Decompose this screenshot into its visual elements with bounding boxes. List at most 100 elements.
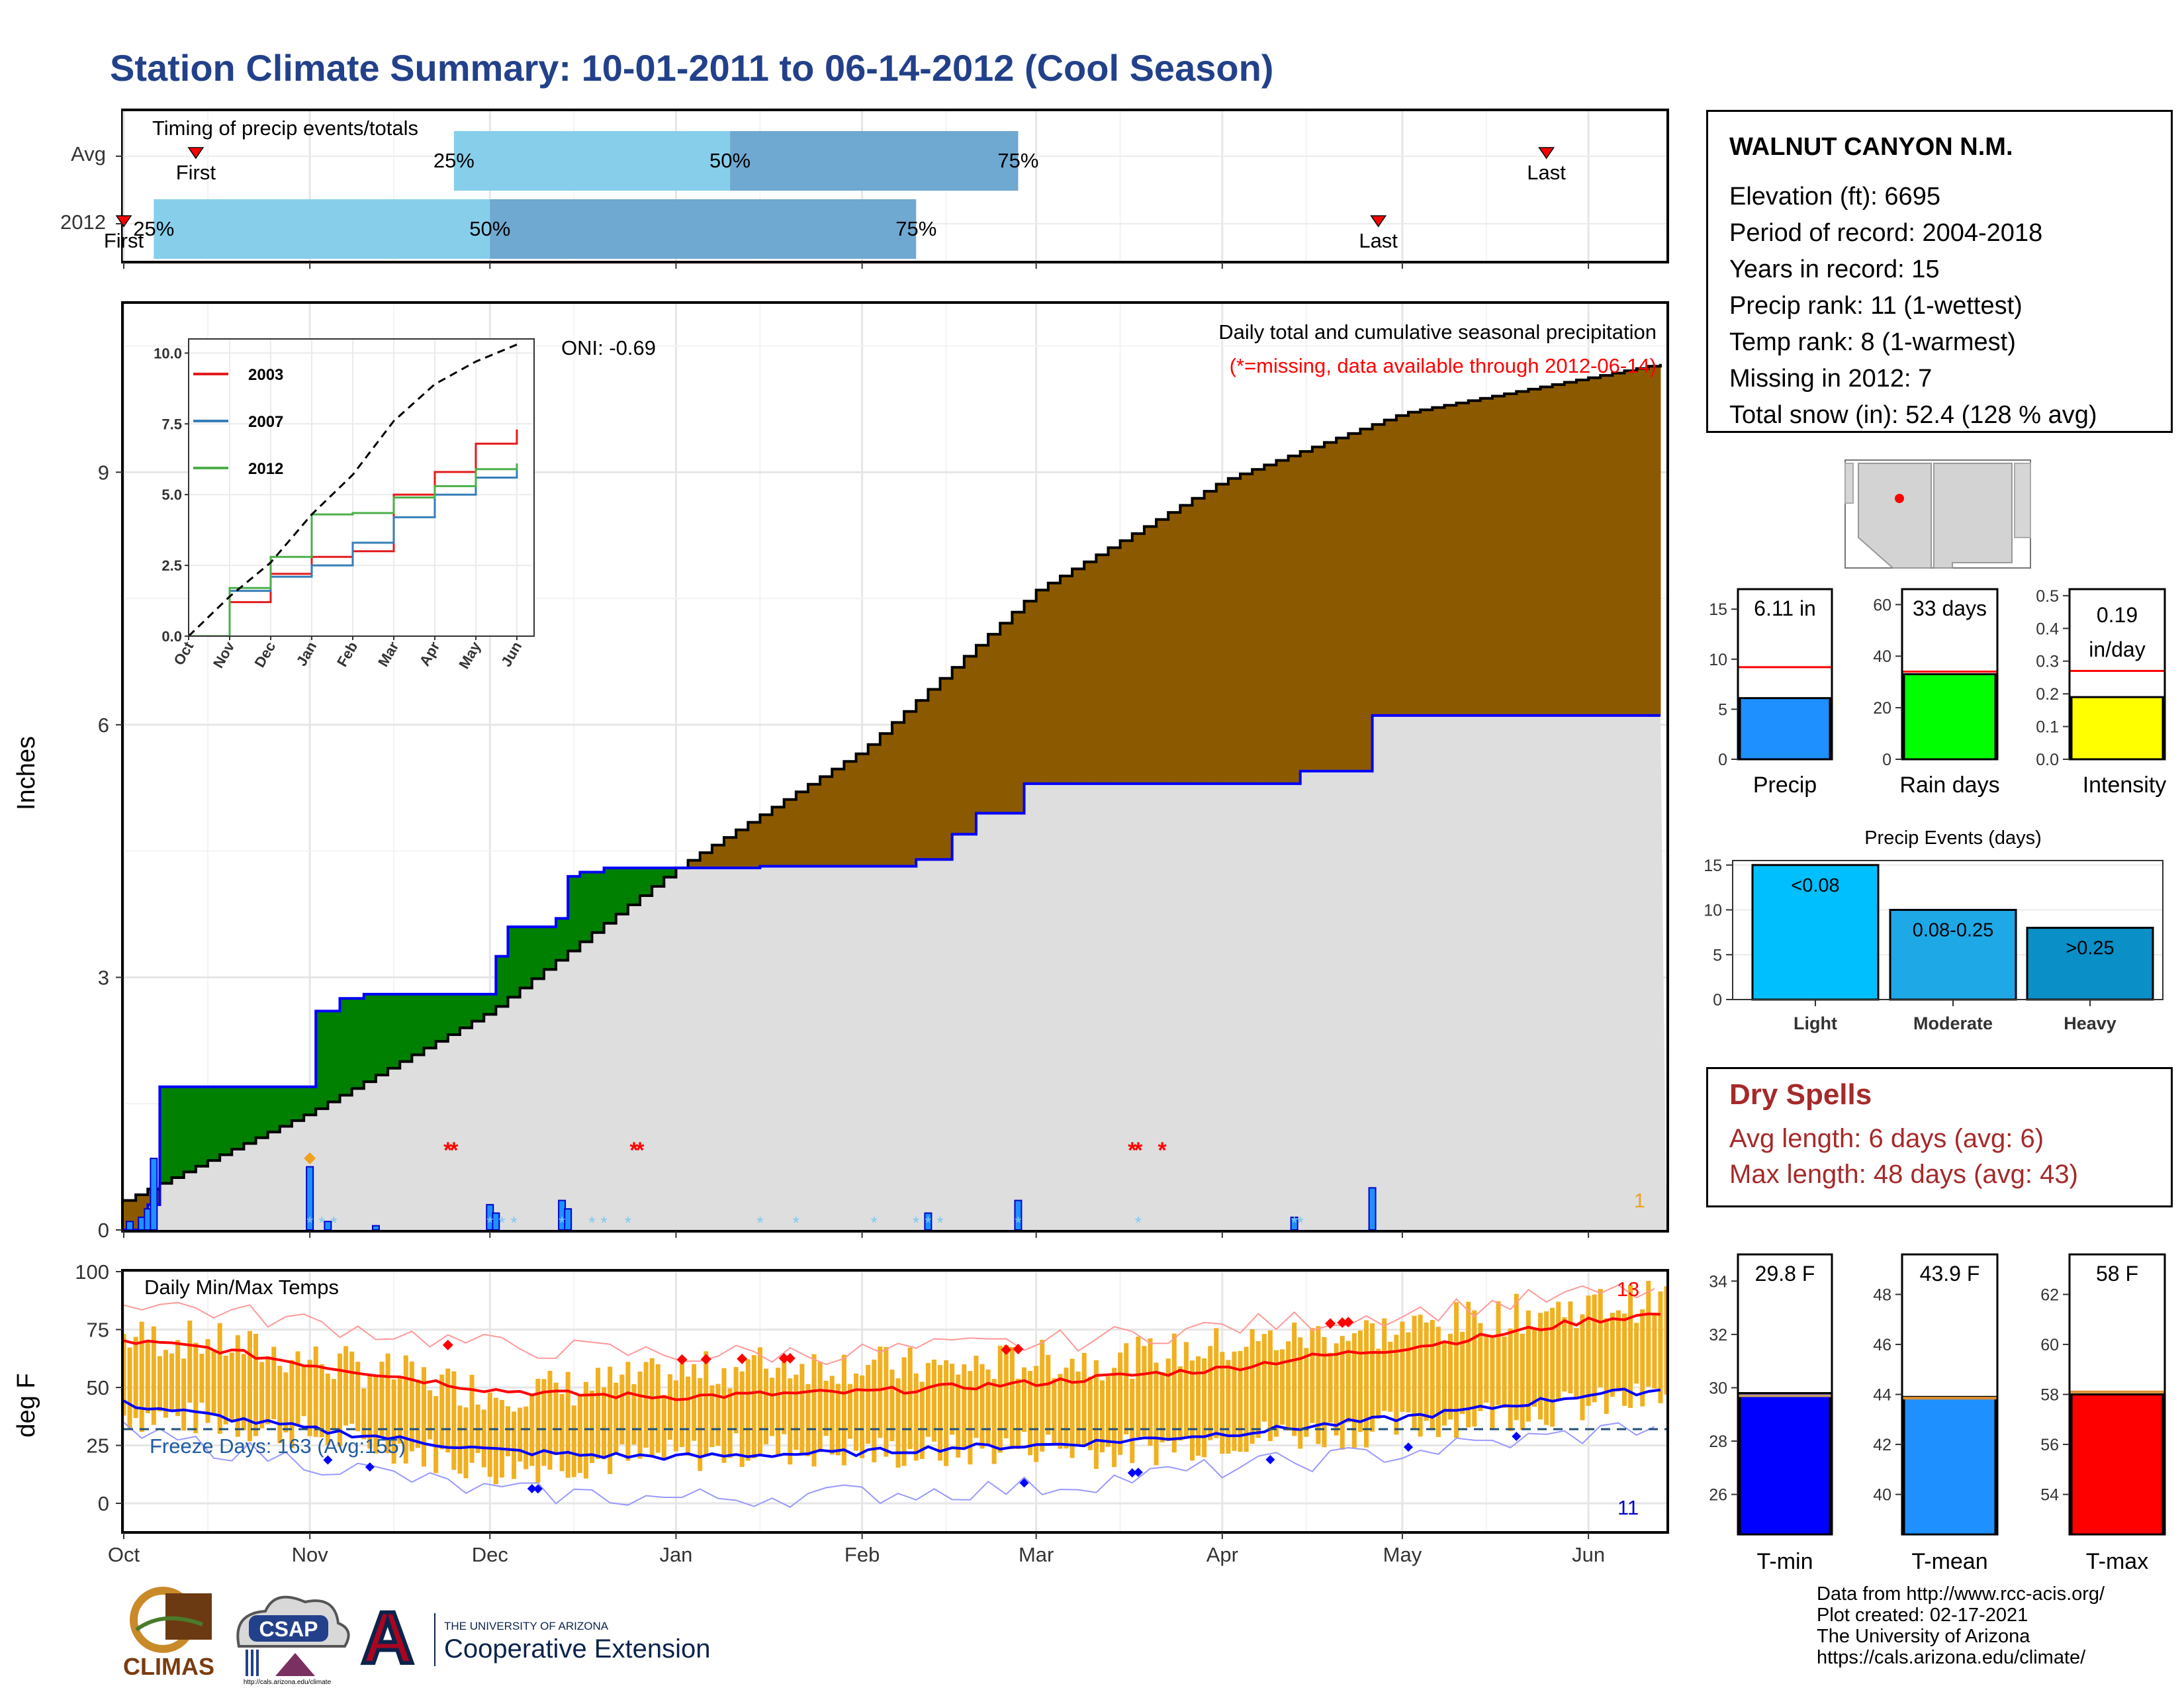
temp-daily-bar (1478, 1323, 1483, 1411)
missing-marker-5: * (1134, 1138, 1143, 1163)
temp-daily-bar (763, 1368, 768, 1444)
temp-daily-bar (247, 1331, 252, 1442)
temp-line-record-max (124, 1284, 1655, 1366)
temp-daily-bar (1435, 1327, 1441, 1437)
temp-daily-bar (974, 1356, 979, 1438)
rain-days-value: 33 days (1913, 596, 1987, 620)
temp-daily-bar (1508, 1328, 1513, 1431)
temp-daily-bar (788, 1378, 793, 1465)
temp-daily-bar (1316, 1326, 1321, 1444)
rain-days-frame (1901, 588, 1999, 761)
events-ytick-label-1: 5 (1713, 946, 1722, 964)
record-low-marker-5 (1127, 1468, 1137, 1478)
rain-days-label: Rain days (1899, 773, 1999, 798)
inset-line-2007 (189, 469, 518, 636)
temp-daily-bar (1280, 1349, 1285, 1425)
timing-2012-bar-25-50 (154, 199, 490, 259)
temp-daily-bar (1046, 1354, 1051, 1435)
temp-daily-bar (889, 1370, 895, 1442)
temp-daily-bar (397, 1377, 402, 1444)
precip-2012-curve (124, 714, 1661, 1230)
missing-marker-1: * (449, 1138, 459, 1163)
temp-daily-bar (307, 1360, 312, 1436)
temp-daily-bar (1250, 1329, 1255, 1444)
temp-daily-bar (1093, 1360, 1099, 1469)
temp-daily-bar (1322, 1336, 1327, 1448)
station-years: Years in record: 15 (1729, 256, 1940, 283)
inset-line-2012 (189, 463, 518, 636)
events-category-1: Moderate (1913, 1013, 1993, 1033)
temp-xtick-label-7: May (1383, 1543, 1422, 1566)
temp-daily-bar (1568, 1301, 1573, 1394)
footer-line-1: Data from http://www.rcc-acis.org/ (1817, 1583, 2105, 1605)
temp-daily-bar (1604, 1318, 1609, 1414)
timing-row-avg: Avg (71, 142, 106, 165)
record-high-marker-1 (676, 1354, 688, 1365)
precip-daily-bar-0 (126, 1221, 134, 1230)
precip-daily-bar-14 (1368, 1187, 1377, 1230)
snow-marker-16: * (1015, 1213, 1021, 1233)
tmax-label: T-max (2086, 1549, 2148, 1574)
record-low-marker-6 (1133, 1468, 1143, 1477)
map-state-east (2014, 463, 2031, 538)
temp-daily-bar (1148, 1338, 1153, 1446)
precip-y-axis: 0 3 6 9 (98, 461, 1590, 1242)
oni-label: ONI: -0.69 (561, 336, 656, 359)
snow-marker-13: * (913, 1213, 919, 1233)
timing-avg-first-marker (187, 147, 205, 160)
events-ytick-label-0: 0 (1713, 991, 1722, 1009)
temp-ytick-label-0: 0 (98, 1492, 109, 1515)
temp-daily-bar (217, 1323, 222, 1434)
hot-days-count: 13 (1617, 1278, 1639, 1301)
record-low-marker-8 (1403, 1442, 1413, 1452)
temp-daily-bar (1628, 1285, 1633, 1409)
temp-daily-bar (739, 1371, 745, 1468)
temp-daily-bar (518, 1407, 523, 1462)
temp-daily-bar (259, 1362, 265, 1429)
temp-xtick-label-5: Mar (1019, 1543, 1054, 1566)
temp-daily-bar (1520, 1333, 1525, 1430)
temp-daily-bar (373, 1375, 379, 1454)
temp-daily-bar (721, 1368, 727, 1463)
snow-marker-2: * (330, 1213, 337, 1233)
temp-daily-bar (199, 1354, 205, 1403)
snow-marker-15: * (936, 1213, 943, 1233)
temp-daily-bar (1304, 1348, 1309, 1437)
timing-bars: 25% 50% 75% First Last 25% 50% 75% First Last (104, 131, 1566, 259)
ua-big-text: Cooperative Extension (444, 1634, 710, 1664)
temp-daily-bar (229, 1352, 234, 1422)
temp-y-label: deg F (13, 1373, 40, 1437)
temp-daily-bar (565, 1372, 570, 1478)
temp-daily-bar (289, 1360, 295, 1448)
temp-daily-bar (1202, 1358, 1207, 1458)
temp-daily-bar (698, 1378, 703, 1472)
temp-daily-bar (1310, 1328, 1315, 1423)
precip-total-value: 6.11 in (1754, 596, 1816, 620)
temp-daily-bar (547, 1370, 553, 1470)
inset-line-average (189, 344, 518, 636)
temp-daily-bar (169, 1353, 175, 1412)
freeze-days-label: Freeze Days: 163 (Avg:155) (150, 1434, 406, 1458)
snow-marker-17: * (1135, 1213, 1142, 1233)
temp-daily-bar (1484, 1335, 1489, 1403)
temp-daily-bar (481, 1409, 486, 1468)
precip-total-ytick-label-3: 15 (1709, 600, 1727, 619)
events-ytick-label-3: 15 (1704, 857, 1722, 875)
temp-daily-bar (1412, 1315, 1417, 1430)
temp-daily-bar (667, 1374, 672, 1440)
missing-marker-6: * (1158, 1138, 1167, 1163)
temp-daily-bar (1652, 1312, 1657, 1389)
temp-daily-bar (1664, 1286, 1666, 1395)
timing-avg-p50-label: 50% (709, 149, 751, 172)
temp-daily-bar (1130, 1378, 1135, 1464)
map-state-newmexico (1933, 463, 2013, 569)
temp-daily-bar (715, 1383, 721, 1446)
temp-daily-bar (614, 1382, 619, 1454)
snow-marker-6: * (559, 1213, 565, 1233)
timing-avg-p75-label: 75% (997, 149, 1038, 172)
temp-daily-bar (1514, 1293, 1519, 1421)
temp-daily-bar (979, 1364, 985, 1449)
snow-marker-12: * (871, 1213, 878, 1233)
temp-daily-bar (637, 1371, 643, 1459)
tmax-ytick-label-4: 62 (2040, 1286, 2059, 1304)
